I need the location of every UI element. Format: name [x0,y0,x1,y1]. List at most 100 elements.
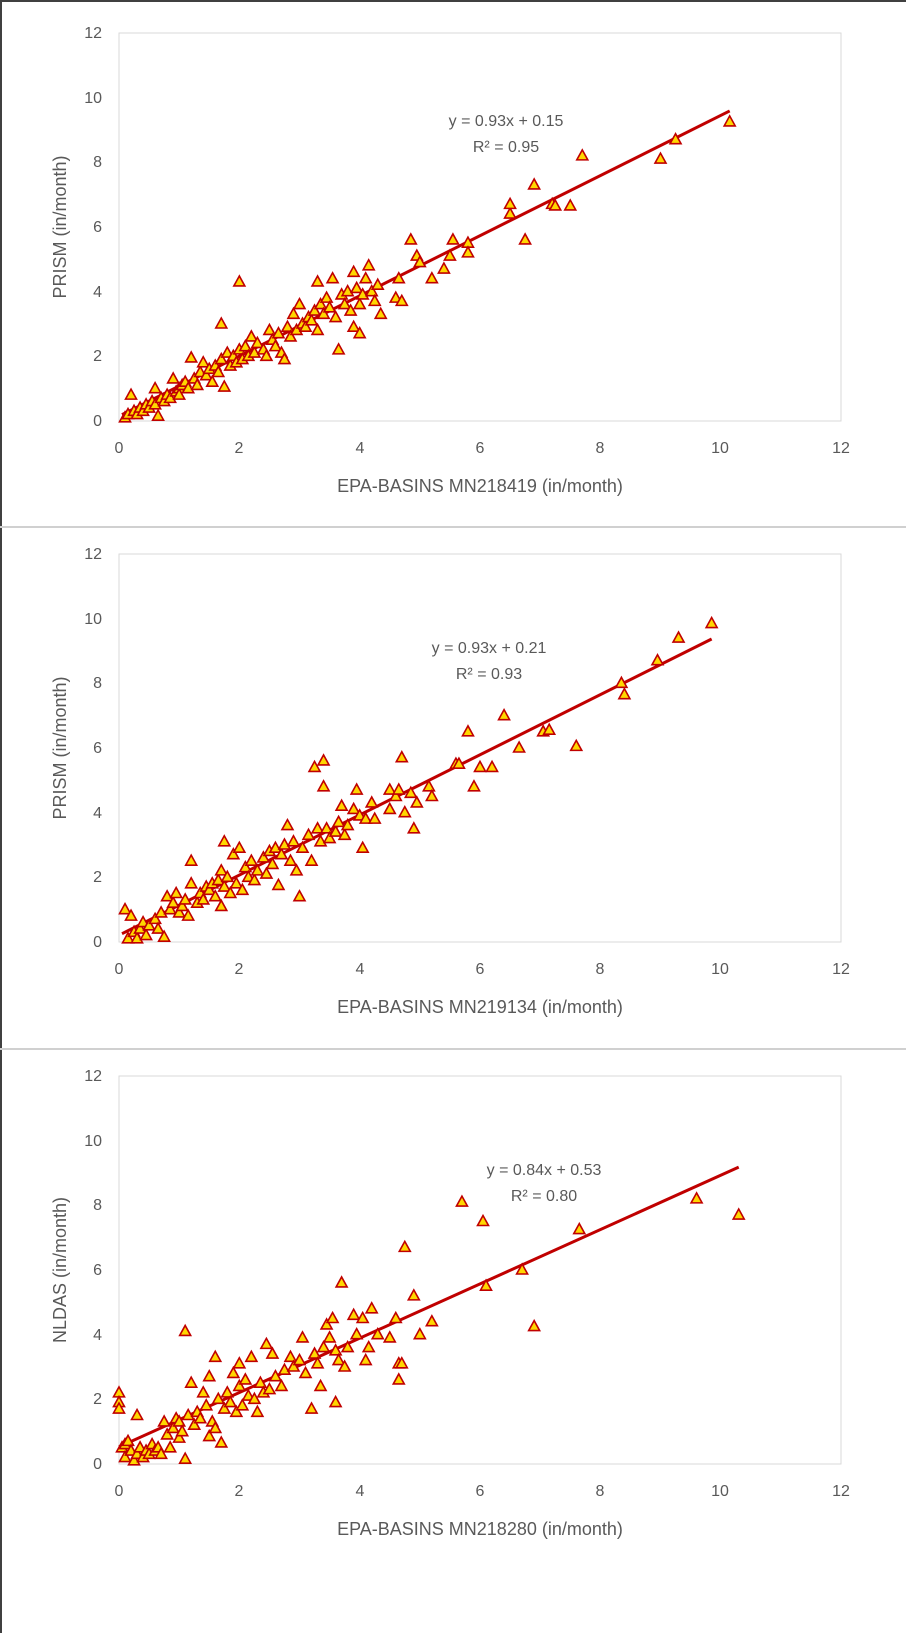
y-ticks-2: 0 2 4 6 8 10 12 [84,546,102,951]
data-point-marker [142,918,156,931]
x-tick-label: 8 [596,961,605,978]
data-point-marker [232,274,247,287]
data-point-marker [217,1401,232,1414]
data-point-marker [346,319,361,333]
data-point-marker [292,1352,307,1366]
data-point-marker [280,817,295,831]
data-point-marker [461,245,475,258]
data-point-marker [575,148,590,161]
data-point-marker [425,1314,439,1327]
data-point-marker [283,1349,298,1363]
data-point-marker [476,1213,490,1227]
data-point-marker [295,1330,310,1343]
data-point-marker [352,296,367,310]
data-point-marker [196,1385,211,1398]
data-point-marker [461,724,475,737]
data-point-marker [280,319,295,333]
data-point-marker [548,198,563,211]
data-point-marker [220,1385,235,1398]
x-tick-label: 2 [235,1483,244,1500]
data-point-marker [304,1401,319,1414]
x-axis-title: EPA-BASINS MN218419 (in/month) [337,476,623,496]
data-point-marker [406,1288,421,1301]
data-point-marker [184,1375,199,1388]
data-point-marker [316,306,331,320]
data-point-marker [208,1420,223,1434]
data-point-marker [220,869,235,883]
data-point-marker [265,1346,280,1359]
y-axis-title: NLDAS (in/month) [50,1197,70,1343]
data-point-marker [397,1239,412,1253]
data-point-marker [722,114,737,127]
data-point-marker [244,329,259,342]
data-point-marker [208,889,223,902]
data-point-marker [334,798,349,812]
data-point-marker [259,1336,274,1350]
data-point-marker [346,801,361,815]
data-point-marker [527,1318,542,1332]
x-tick-label: 0 [115,961,124,978]
data-point-marker [322,300,337,313]
data-point-marker [214,1435,229,1448]
data-point-marker [184,876,199,889]
data-point-marker [328,309,343,323]
data-point-marker [361,258,376,271]
x-ticks-2: 0 2 4 6 8 10 12 [115,961,850,978]
data-point-marker [337,296,352,310]
data-point-marker [175,1424,190,1437]
chart-panel-1: 0 2 4 6 8 10 12 0 2 4 6 8 10 12 EPA-BASI… [50,25,850,496]
data-point-marker [262,1381,277,1395]
data-point-marker [184,853,199,866]
data-point-marker [394,293,409,307]
data-point-marker [235,1398,250,1411]
data-point-marker [283,853,298,866]
data-point-marker [572,1221,587,1235]
data-point-marker [446,232,460,245]
data-point-marker [217,879,232,892]
data-point-marker [292,296,307,310]
data-point-marker [196,355,211,368]
data-point-marker [205,374,220,388]
data-point-marker [310,1356,325,1369]
data-point-marker [172,905,187,918]
data-point-marker [211,364,226,378]
data-point-marker [277,351,292,365]
data-point-marker [425,271,439,284]
data-point-marker [617,686,632,700]
data-point-marker [319,1317,334,1330]
markers [118,615,719,944]
x-tick-label: 4 [356,1483,365,1500]
data-point-marker [731,1207,746,1220]
data-point-marker [229,1404,244,1418]
trendline-r-squared: R² = 0.95 [473,139,539,156]
data-point-marker [361,1339,376,1353]
data-point-marker [169,885,184,899]
data-point-marker [136,914,150,928]
y-tick-label: 4 [93,1327,102,1344]
y-tick-label: 4 [93,284,102,301]
data-point-marker [151,408,165,421]
data-point-marker [232,840,247,854]
data-point-marker [388,290,403,303]
data-point-marker [217,834,232,847]
data-point-marker [328,824,343,837]
data-point-marker [337,827,352,841]
data-point-marker [391,271,406,284]
x-tick-label: 10 [711,1483,729,1500]
y-tick-label: 8 [93,154,102,171]
data-point-marker [298,1365,313,1379]
data-point-marker [382,782,397,795]
data-point-marker [412,1327,427,1340]
data-point-marker [467,779,481,792]
data-point-marker [322,830,337,844]
data-point-marker [355,840,370,854]
data-point-marker [265,856,280,870]
data-point-marker [304,313,319,326]
data-point-marker [286,306,301,320]
data-point-marker [614,675,629,689]
data-point-marker [422,779,436,792]
y-axis-title: PRISM (in/month) [50,676,70,819]
data-point-marker [148,911,162,925]
data-point-marker [316,1339,331,1353]
data-point-marker [214,351,229,365]
